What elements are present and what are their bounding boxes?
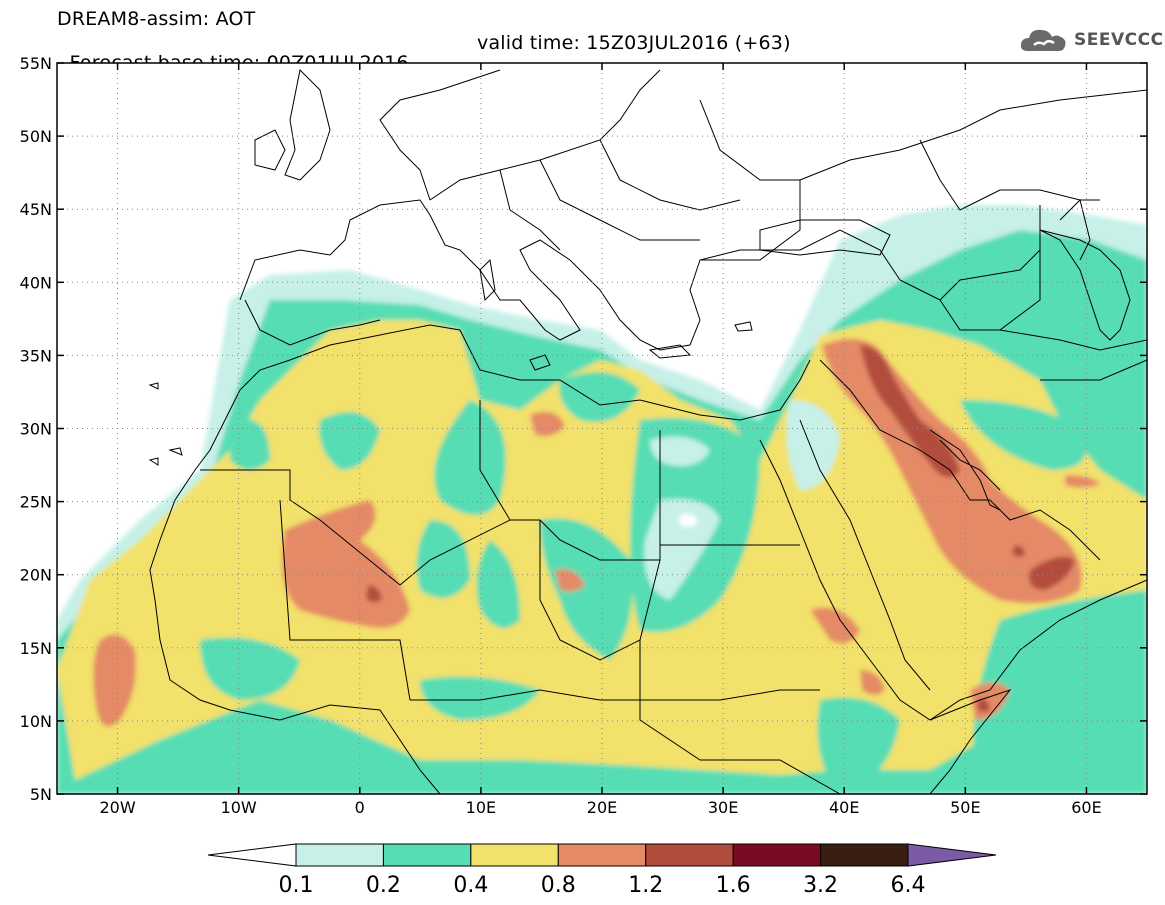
colorbar-level-label: 0.2 [366,873,401,898]
logo-text: SEEVCCC [1074,30,1164,50]
lon-label: 20E [587,798,617,817]
colorbar-level-label: 6.4 [891,873,926,898]
seevccc-logo: SEEVCCC [1018,25,1164,55]
aot-level-0-8-region [93,634,136,727]
longitude-labels: 20W 10W 0 10E 20E 30E 40E 50E 60E [99,798,1101,817]
borders [148,68,1147,794]
lat-label: 45N [20,200,52,219]
colorbar-level-label: 0.1 [279,873,314,898]
colorbar-level-label: 1.6 [716,873,751,898]
colorbar-labels: 0.1 0.2 0.4 0.8 1.2 1.6 3.2 6.4 [279,873,926,898]
lat-label: 55N [20,54,52,73]
lon-label: 10W [221,798,257,817]
lon-label: 0 [355,798,365,817]
lat-label: 20N [20,566,52,585]
lat-label: 40N [20,273,52,292]
colorbar-box [732,843,822,867]
colorbar-box [470,843,559,867]
colorbar-left-arrow [207,843,297,867]
lat-label: 30N [20,420,52,439]
lon-label: 30E [708,798,738,817]
colorbar-box [557,843,647,867]
colorbar-box [382,843,472,867]
colorbar-box [295,843,384,867]
lat-label: 15N [20,639,52,658]
map-title: DREAM8-assim: AOT [57,8,256,30]
lon-label: 20W [99,798,135,817]
colorbar-level-label: 3.2 [803,873,838,898]
lon-label: 40E [829,798,859,817]
colorbar-level-label: 0.4 [453,873,488,898]
lon-label: 60E [1071,798,1101,817]
cloud-icon [1020,29,1066,51]
aot-level-1-2-region [860,345,960,478]
lat-label: 35N [20,346,52,365]
colorbar-level-label: 1.2 [628,873,663,898]
valid-time: valid time: 15Z03JUL2016 (+63) [477,32,791,54]
colorbar-level-label: 0.8 [541,873,576,898]
lat-label: 50N [20,127,52,146]
graticule [57,63,1147,794]
lat-label: 10N [20,712,52,731]
colorbar [207,843,997,867]
lon-label: 10E [466,798,496,817]
colorbar-right-arrow [907,843,997,867]
lon-label: 50E [950,798,980,817]
colorbar-box [820,843,909,867]
lat-label: 25N [20,493,52,512]
axis-ticks [57,62,1147,795]
lat-label: 5N [30,785,52,804]
colorbar-box [645,843,734,867]
latitude-labels: 55N 50N 45N 40N 35N 30N 25N 20N 15N 10N 5N [20,54,52,804]
